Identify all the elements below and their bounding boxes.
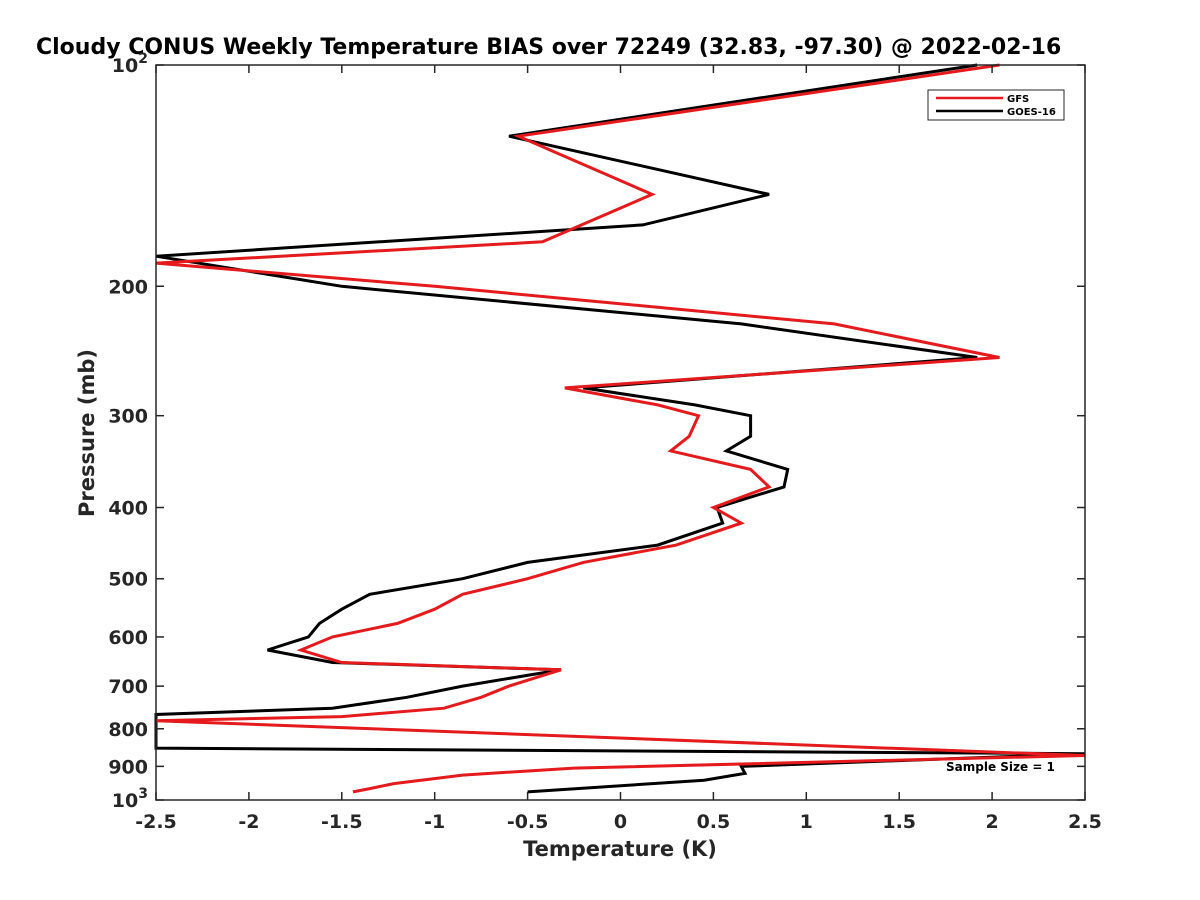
x-tick-label: 2 [985, 811, 998, 833]
y-axis: 102 200 300 400 500 600 700 800 900 103 [108, 51, 1085, 812]
x-axis-label: Temperature (K) [523, 837, 717, 861]
x-tick-label: 1.5 [882, 811, 916, 833]
legend: GFS GOES-16 [927, 89, 1065, 121]
legend-label-goes16: GOES-16 [1007, 107, 1056, 118]
y-tick-label: 102 [112, 51, 148, 77]
x-tick-label: -0.5 [507, 811, 549, 833]
x-tick-label: -2 [238, 811, 259, 833]
x-tick-label: 2.5 [1068, 811, 1102, 833]
legend-box [927, 89, 1065, 121]
x-tick-label: -2.5 [135, 811, 177, 833]
y-tick-label: 103 [112, 786, 148, 812]
x-axis: -2.5 -2 -1.5 -1 -0.5 0 0.5 1 1.5 2 2.5 [135, 65, 1102, 833]
x-tick-label: -1.5 [321, 811, 363, 833]
y-tick-label: 200 [108, 276, 148, 298]
sample-size-annotation: Sample Size = 1 [946, 760, 1055, 774]
y-tick-label: 400 [108, 498, 148, 520]
y-tick-label: 700 [108, 676, 148, 698]
series-line-gfs [155, 63, 1086, 794]
x-tick-label: 0.5 [697, 811, 731, 833]
x-tick-label: 0 [614, 811, 627, 833]
y-tick-label: 500 [108, 569, 148, 591]
chart-title: Cloudy CONUS Weekly Temperature BIAS ove… [36, 35, 1061, 60]
y-tick-label: 600 [108, 627, 148, 649]
y-tick-label: 900 [108, 756, 148, 778]
x-tick-label: -1 [424, 811, 445, 833]
y-axis-label: Pressure (mb) [75, 349, 99, 517]
y-tick-label: 800 [108, 719, 148, 741]
y-tick-label: 300 [108, 406, 148, 428]
x-tick-label: 1 [800, 811, 813, 833]
legend-label-gfs: GFS [1007, 94, 1029, 105]
